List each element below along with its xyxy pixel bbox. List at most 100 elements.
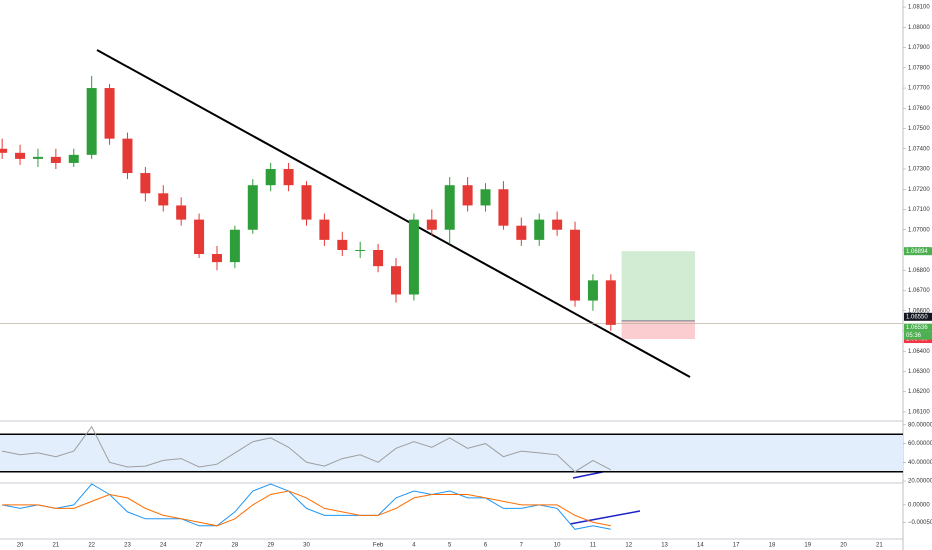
candle-body (194, 219, 205, 255)
candle-body (68, 154, 79, 163)
candle-body (319, 219, 330, 240)
candle-body (605, 280, 616, 325)
divergence-line (569, 510, 641, 525)
y-tick-label: 1.06100 (908, 409, 930, 415)
candle-body (283, 169, 294, 186)
target-zone (621, 251, 695, 321)
rsi-line (1, 425, 612, 473)
y-tick-label: 1.07900 (908, 45, 930, 51)
rsi-band (0, 434, 903, 472)
macd-line (2, 490, 611, 527)
candle-body (373, 249, 384, 267)
price-tag (904, 312, 932, 321)
price-tag-label: 1.06536 (906, 325, 928, 331)
candle-body (211, 254, 222, 263)
y-tick-label: 1.07800 (908, 65, 930, 71)
x-tick-label: 14 (697, 543, 704, 549)
candle-body (480, 189, 491, 206)
macd-line (2, 483, 611, 530)
candle-body (498, 189, 509, 226)
candle-body (15, 152, 26, 159)
x-tick-label: 21 (53, 543, 60, 549)
candle-body (570, 229, 581, 301)
y-tick-label: 1.08000 (908, 25, 930, 31)
y-tick-label: 1.06600 (908, 308, 930, 314)
candle-body (158, 193, 169, 206)
y-tick-label: 1.06200 (908, 389, 930, 395)
x-tick-label: 10 (554, 543, 561, 549)
y-tick-label: 20.00000 (908, 479, 932, 485)
x-tick-label: 18 (769, 543, 776, 549)
x-tick-label: 22 (88, 543, 95, 549)
y-tick-label: 1.08100 (908, 5, 930, 11)
candle-body (355, 249, 366, 251)
x-tick-label: 20 (840, 543, 847, 549)
candle-body (426, 219, 437, 230)
trend-line (96, 49, 691, 378)
candle-body (534, 219, 545, 240)
x-tick-label: 24 (160, 543, 167, 549)
price-tag-label: 1.06894 (906, 249, 928, 255)
y-tick-label: 40.00000 (908, 460, 932, 466)
candle-body (247, 185, 258, 230)
x-tick-label: 27 (196, 543, 203, 549)
candle-body (408, 219, 419, 295)
y-tick-label: 1.07500 (908, 126, 930, 132)
candle-body (337, 239, 348, 250)
x-tick-label: 21 (876, 543, 883, 549)
candle-body (0, 148, 8, 153)
x-tick-label: 7 (520, 543, 524, 549)
candle-body (444, 185, 455, 230)
price-tag-label: 1.06550 (906, 314, 928, 320)
candle-body (229, 229, 240, 263)
stop-zone (621, 320, 695, 340)
candle-body (587, 280, 598, 301)
candle-body (391, 266, 402, 295)
price-tag (904, 247, 932, 256)
candle-body (140, 173, 151, 194)
y-tick-label: 1.07700 (908, 86, 930, 92)
x-tick-label: 13 (661, 543, 668, 549)
candle-body (50, 156, 61, 163)
x-tick-label: 28 (232, 543, 239, 549)
x-tick-label: 20 (17, 543, 24, 549)
candle-body (301, 185, 312, 220)
y-tick-label: 1.07000 (908, 227, 930, 233)
candle-body (265, 169, 276, 186)
candle-body (86, 88, 97, 155)
x-tick-label: 23 (124, 543, 131, 549)
x-tick-label: 12 (625, 543, 632, 549)
candle-body (516, 225, 527, 240)
y-tick-label: 80.00000 (908, 422, 932, 428)
countdown-tag (904, 331, 932, 340)
y-tick-label: 1.06700 (908, 288, 930, 294)
y-tick-label: 1.06300 (908, 369, 930, 375)
x-tick-label: 11 (590, 543, 597, 549)
x-tick-label: 6 (484, 543, 488, 549)
y-tick-label: 1.07600 (908, 106, 930, 112)
x-tick-label: 4 (412, 543, 416, 549)
price-tag (904, 323, 932, 332)
y-tick-label: −0.00050 (908, 520, 932, 526)
x-tick-label: 29 (267, 543, 274, 549)
y-tick-label: 1.06800 (908, 268, 930, 274)
x-tick-label: 19 (804, 543, 811, 549)
y-tick-label: 1.07300 (908, 167, 930, 173)
y-tick-label: 60.00000 (908, 441, 932, 447)
y-tick-label: 0.00000 (908, 502, 930, 508)
countdown: 05:36 (906, 333, 922, 339)
candle-body (176, 205, 187, 220)
y-tick-label: 1.07200 (908, 187, 930, 193)
candle-body (104, 88, 115, 139)
y-tick-label: 1.07400 (908, 146, 930, 152)
candle-body (122, 138, 133, 174)
candle-body (552, 219, 563, 230)
x-tick-label: 5 (448, 543, 452, 549)
candle-body (32, 156, 43, 159)
candle-body (462, 185, 473, 206)
x-tick-label: 17 (733, 543, 740, 549)
y-tick-label: 1.06400 (908, 349, 930, 355)
x-tick-label: 30 (303, 543, 310, 549)
y-tick-label: 1.07100 (908, 207, 930, 213)
